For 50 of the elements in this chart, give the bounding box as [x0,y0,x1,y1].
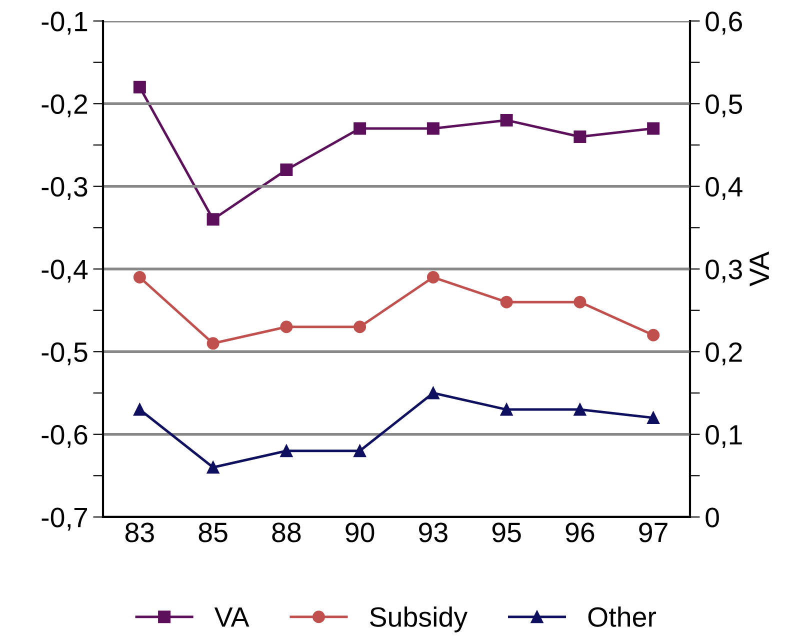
point [280,444,293,458]
point [426,386,440,400]
y-tick-label: -0,2 [42,94,88,118]
point [574,130,586,143]
point [647,122,660,135]
y2-tick-label: 0 [706,508,719,528]
legend-label: Subsidy [370,606,468,632]
point [133,403,146,416]
y2-tick-label: 0,6 [706,12,742,35]
point [426,271,440,284]
point [426,122,440,135]
y-tick-label: -0,3 [42,177,88,200]
point [206,337,220,350]
x-tick-label: 85 [198,522,228,542]
y-tick-label: -0,6 [42,425,88,448]
legend-label: VA [214,608,250,627]
x-tick-label: 95 [492,522,521,542]
point [500,403,513,416]
point [500,114,513,126]
point [354,122,366,135]
x-tick-label: 83 [125,522,154,542]
point [280,164,293,176]
y-tick-label: -0,7 [42,508,88,531]
y2-tick-label: 0,2 [706,342,742,366]
point [354,320,366,334]
point [133,271,146,284]
y2-tick-label: 0,5 [706,94,742,118]
y2-tick-label: 0,4 [706,177,742,200]
y2-tick-label: 0,3 [706,260,742,283]
x-tick-label: 96 [566,522,594,542]
point [206,213,220,226]
x-tick-label: 97 [639,522,668,542]
point [574,403,586,416]
y2-tick-label: 0,1 [706,425,742,448]
point [133,80,146,94]
point [280,320,293,334]
point [647,328,660,342]
x-tick-label: 93 [419,522,448,542]
point [354,444,366,458]
x-tick-label: 88 [272,522,301,542]
point [574,296,586,308]
y-tick-label: -0,1 [42,12,88,35]
point [500,296,513,308]
y-tick-label: -0,4 [42,260,88,283]
point [647,412,660,424]
y2-axis-title: VA [750,252,769,286]
legend-label: Other [588,606,656,627]
x-tick-label: 90 [346,522,374,542]
point [206,461,220,474]
y-tick-label: -0,5 [42,342,88,366]
